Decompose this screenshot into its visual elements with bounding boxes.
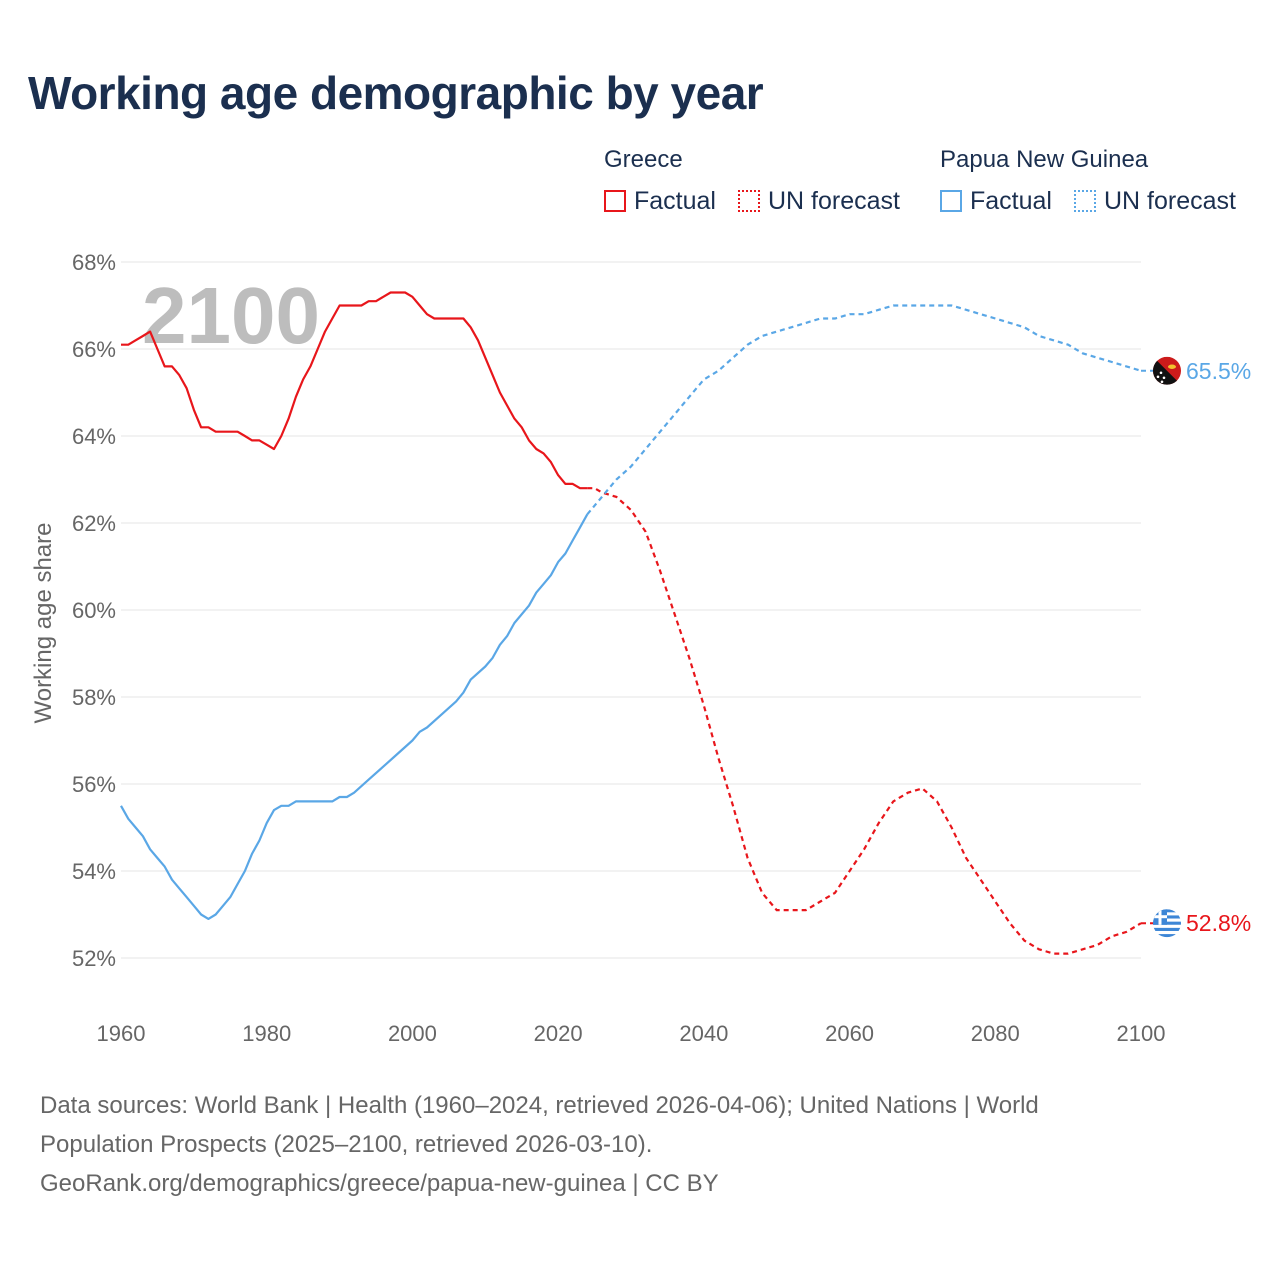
y-axis-ticks: 52% 54% 56% 58% 60% 62% 64% 66% 68% [72, 250, 116, 971]
y-tick-label: 54% [72, 859, 116, 884]
png-end-value-label: 65.5% [1186, 358, 1251, 384]
sources-line-3[interactable]: GeoRank.org/demographics/greece/papua-ne… [40, 1170, 719, 1197]
x-tick-label: 2040 [679, 1021, 728, 1046]
y-axis-label: Working age share [30, 523, 57, 724]
sources-line-1: Data sources: World Bank | Health (1960–… [40, 1092, 1039, 1119]
x-tick-label: 2100 [1117, 1021, 1166, 1046]
greece-factual-line[interactable] [121, 291, 588, 490]
data-sources: Data sources: World Bank | Health (1960–… [40, 1086, 1200, 1203]
legend-greece-forecast-label: UN forecast [768, 186, 900, 215]
legend-greece-forecast[interactable]: UN forecast [738, 186, 900, 216]
legend-greece-factual-label: Factual [634, 186, 716, 215]
x-tick-label: 2060 [825, 1021, 874, 1046]
legend-png-factual-label: Factual [970, 186, 1052, 215]
x-tick-label: 1960 [97, 1021, 146, 1046]
y-tick-label: 56% [72, 772, 116, 797]
legend-png-forecast-swatch [1074, 190, 1096, 212]
legend-png-forecast-label: UN forecast [1104, 186, 1236, 215]
png-flag-icon [1153, 356, 1181, 385]
png-forecast-line[interactable] [586, 304, 1142, 516]
legend-png-factual-swatch [940, 190, 962, 212]
chart-title: Working age demographic by year [28, 67, 764, 119]
series-lines [120, 291, 1142, 955]
x-tick-label: 1980 [242, 1021, 291, 1046]
y-tick-label: 68% [72, 250, 116, 275]
legend-greece-title: Greece [604, 146, 683, 173]
greece-forecast-line[interactable] [587, 487, 1142, 955]
legend-png-forecast[interactable]: UN forecast [1074, 186, 1236, 216]
end-markers: 52.8% 65.5% [1141, 356, 1251, 938]
greece-flag-icon [1153, 909, 1181, 938]
year-overlay: 2100 [142, 271, 320, 360]
grid [121, 261, 1141, 959]
y-tick-label: 60% [72, 598, 116, 623]
sources-line-2: Population Prospects (2025–2100, retriev… [40, 1131, 653, 1158]
x-tick-label: 2020 [534, 1021, 583, 1046]
x-tick-label: 2080 [971, 1021, 1020, 1046]
x-tick-label: 2000 [388, 1021, 437, 1046]
legend-greece-factual[interactable]: Factual [604, 186, 716, 216]
x-axis-ticks: 1960 1980 2000 2020 2040 2060 2080 2100 [97, 1021, 1166, 1046]
y-tick-label: 64% [72, 424, 116, 449]
legend-png-factual[interactable]: Factual [940, 186, 1052, 216]
legend-greece-factual-swatch [604, 190, 626, 212]
y-tick-label: 62% [72, 511, 116, 536]
line-chart: 52% 54% 56% 58% 60% 62% 64% 66% 68% 1960 1980 2000… [30, 250, 1251, 1046]
png-factual-line[interactable] [120, 513, 589, 920]
y-tick-label: 66% [72, 337, 116, 362]
legend-greece-forecast-swatch [738, 190, 760, 212]
greece-end-value-label: 52.8% [1186, 910, 1251, 936]
y-tick-label: 58% [72, 685, 116, 710]
legend-png-title: Papua New Guinea [940, 146, 1149, 173]
y-tick-label: 52% [72, 946, 116, 971]
